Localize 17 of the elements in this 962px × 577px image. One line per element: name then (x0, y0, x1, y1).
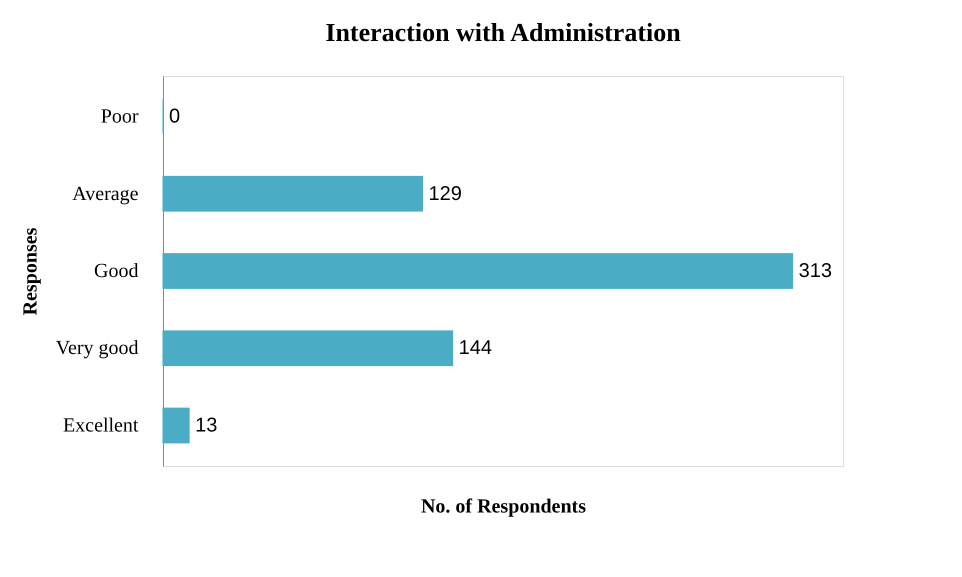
y-tick-label: Average (72, 182, 139, 205)
y-tick-label: Poor (100, 106, 139, 128)
data-label: 144 (458, 337, 492, 360)
bar (162, 176, 423, 212)
x-axis-title: No. of Respondents (420, 496, 586, 518)
y-tick-label: Excellent (62, 414, 139, 436)
bar (162, 253, 794, 289)
y-axis-title: Responses (20, 227, 42, 316)
data-label: 0 (169, 106, 180, 128)
data-label: 313 (798, 260, 832, 282)
chart-title: Interaction with Administration (325, 18, 682, 47)
data-label: 129 (428, 182, 462, 205)
y-tick-label: Good (94, 260, 138, 282)
y-tick-label: Very good (56, 337, 138, 360)
data-label: 13 (195, 414, 218, 436)
bar (162, 408, 190, 444)
bar (162, 330, 454, 366)
